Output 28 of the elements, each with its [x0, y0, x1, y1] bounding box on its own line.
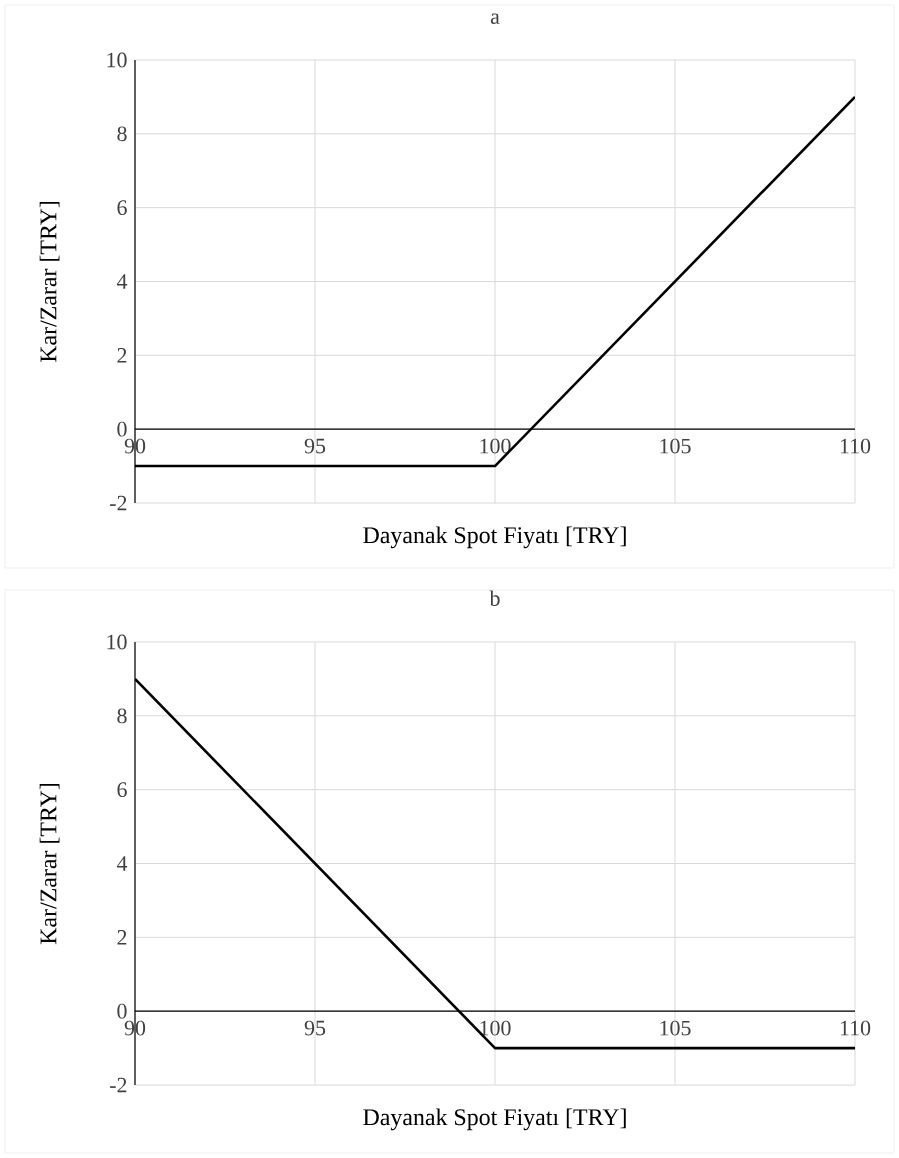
x-tick-label: 100 — [480, 1020, 511, 1036]
y-tick-label: -2 — [110, 1077, 127, 1093]
y-tick-label: 2 — [117, 930, 127, 945]
x-tick-label: 110 — [840, 1020, 871, 1036]
y-axis-title: Kar/Zarar [TRY] — [39, 783, 60, 945]
x-tick-label: 110 — [840, 438, 871, 454]
y-tick-label: 4 — [116, 856, 128, 871]
chart-title: a — [490, 13, 500, 24]
x-axis-title: Dayanak Spot Fiyatı [TRY] — [363, 526, 626, 549]
y-tick-label: 6 — [117, 782, 127, 798]
y-tick-label: 6 — [117, 200, 127, 216]
y-tick-label: 8 — [117, 708, 127, 724]
y-axis-title: Kar/Zarar [TRY] — [39, 201, 60, 363]
y-tick-label: 0 — [117, 1003, 127, 1019]
y-tick-label: 10 — [107, 52, 127, 68]
y-tick-label: 10 — [107, 634, 127, 650]
x-tick-label: 105 — [660, 438, 691, 454]
y-tick-label: 2 — [117, 348, 127, 363]
y-tick-label: 0 — [117, 421, 127, 437]
chart-title: b — [489, 590, 500, 606]
y-tick-label: 8 — [117, 126, 127, 142]
x-tick-label: 100 — [480, 438, 511, 454]
x-tick-label: 105 — [660, 1020, 691, 1036]
x-axis-title: Dayanak Spot Fiyatı [TRY] — [363, 1108, 626, 1131]
x-tick-label: 95 — [304, 438, 326, 454]
x-tick-label: 95 — [304, 1020, 326, 1036]
y-tick-label: -2 — [110, 495, 127, 511]
y-tick-label: 4 — [116, 274, 128, 289]
